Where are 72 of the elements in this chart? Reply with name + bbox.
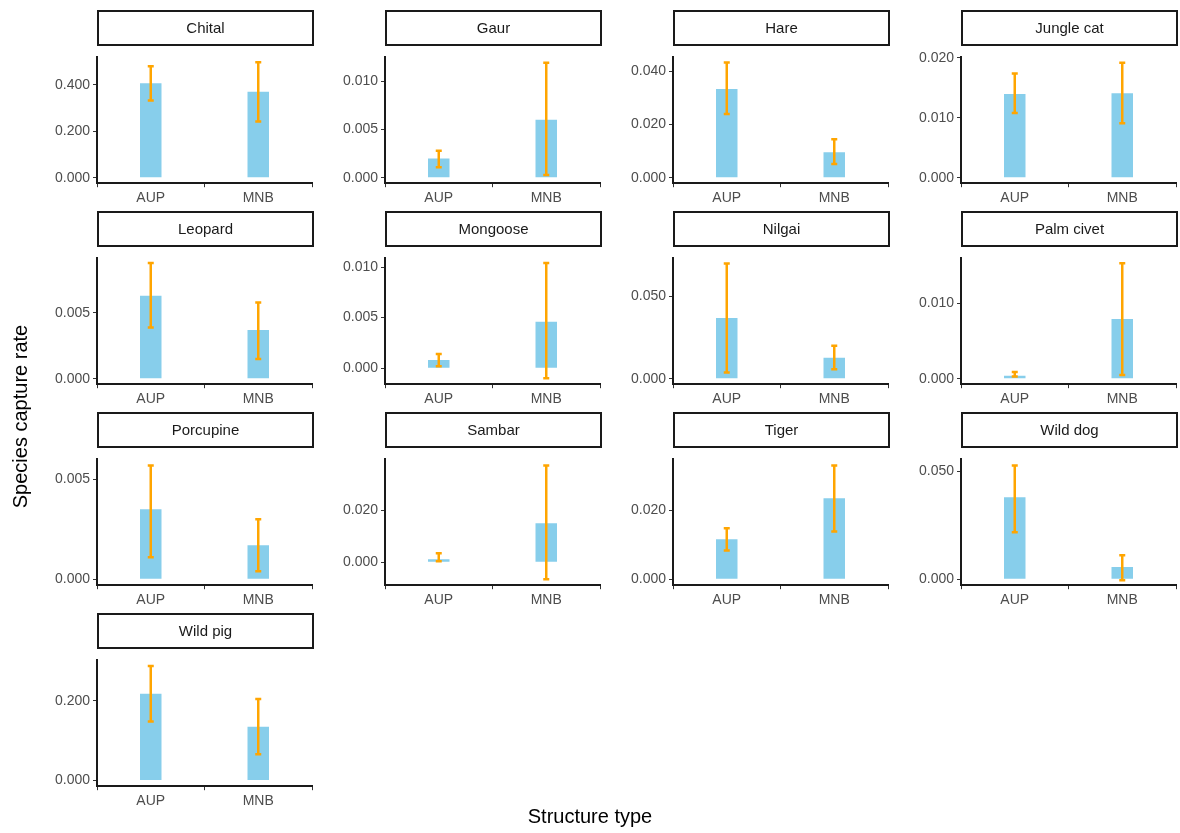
y-tick-label: 0.200 bbox=[54, 122, 91, 139]
y-tick-label: 0.020 bbox=[630, 115, 667, 132]
x-tick-label: MNB bbox=[242, 591, 274, 608]
chart-title: Wild pig bbox=[97, 613, 314, 649]
x-tick-label: AUP bbox=[712, 591, 742, 608]
x-tick-label: AUP bbox=[712, 390, 742, 407]
chart-title: Tiger bbox=[673, 412, 890, 448]
chart-title: Leopard bbox=[97, 211, 314, 247]
y-tick-label: 0.010 bbox=[918, 108, 955, 125]
chart-title: Sambar bbox=[385, 412, 602, 448]
y-tick-label: 0.000 bbox=[54, 570, 91, 587]
x-tick-label: AUP bbox=[136, 189, 166, 206]
y-tick-label: 0.005 bbox=[342, 120, 379, 137]
y-tick-label: 0.000 bbox=[54, 771, 91, 788]
x-tick-label: MNB bbox=[530, 390, 562, 407]
chart-title: Wild dog bbox=[961, 412, 1178, 448]
y-tick-label: 0.000 bbox=[54, 168, 91, 185]
y-tick-label: 0.000 bbox=[918, 570, 955, 587]
y-tick-label: 0.050 bbox=[918, 462, 955, 479]
y-tick-label: 0.005 bbox=[54, 470, 91, 487]
x-tick-label: MNB bbox=[242, 390, 274, 407]
x-tick-label: MNB bbox=[818, 591, 850, 608]
chart-title: Porcupine bbox=[97, 412, 314, 448]
x-tick-label: AUP bbox=[1000, 390, 1030, 407]
y-tick-label: 0.000 bbox=[918, 369, 955, 386]
chart-title: Hare bbox=[673, 10, 890, 46]
y-tick-label: 0.000 bbox=[342, 168, 379, 185]
x-tick-label: MNB bbox=[1106, 591, 1138, 608]
y-tick-label: 0.020 bbox=[630, 501, 667, 518]
chart-title: Nilgai bbox=[673, 211, 890, 247]
x-tick-label: AUP bbox=[424, 390, 454, 407]
x-tick-label: MNB bbox=[1106, 189, 1138, 206]
y-tick-label: 0.000 bbox=[342, 359, 379, 376]
x-tick-label: MNB bbox=[1106, 390, 1138, 407]
chart-title: Palm civet bbox=[961, 211, 1178, 247]
x-tick-label: AUP bbox=[136, 792, 166, 809]
x-tick-label: MNB bbox=[818, 390, 850, 407]
y-tick-label: 0.020 bbox=[342, 501, 379, 518]
x-tick-label: AUP bbox=[1000, 189, 1030, 206]
chart-title: Gaur bbox=[385, 10, 602, 46]
y-tick-label: 0.010 bbox=[342, 71, 379, 88]
y-tick-label: 0.020 bbox=[918, 48, 955, 65]
y-tick-label: 0.400 bbox=[54, 75, 91, 92]
x-tick-label: AUP bbox=[424, 591, 454, 608]
x-tick-label: AUP bbox=[1000, 591, 1030, 608]
y-tick-label: 0.200 bbox=[54, 691, 91, 708]
y-tick-label: 0.000 bbox=[918, 168, 955, 185]
y-tick-label: 0.010 bbox=[342, 257, 379, 274]
y-tick-label: 0.040 bbox=[630, 61, 667, 78]
y-tick-label: 0.050 bbox=[630, 287, 667, 304]
y-tick-label: 0.010 bbox=[918, 294, 955, 311]
y-tick-label: 0.005 bbox=[342, 308, 379, 325]
x-tick-label: MNB bbox=[242, 189, 274, 206]
x-axis-title: Structure type bbox=[527, 805, 653, 827]
y-axis-title: Species capture rate bbox=[8, 323, 32, 511]
x-tick-label: MNB bbox=[242, 792, 274, 809]
x-tick-label: MNB bbox=[530, 591, 562, 608]
chart-title: Jungle cat bbox=[961, 10, 1178, 46]
y-tick-label: 0.005 bbox=[54, 303, 91, 320]
x-tick-label: AUP bbox=[424, 189, 454, 206]
y-tick-label: 0.000 bbox=[54, 369, 91, 386]
y-tick-label: 0.000 bbox=[342, 553, 379, 570]
y-tick-label: 0.000 bbox=[630, 168, 667, 185]
y-tick-label: 0.000 bbox=[630, 369, 667, 386]
chart-title: Chital bbox=[97, 10, 314, 46]
x-tick-label: MNB bbox=[818, 189, 850, 206]
chart-title: Mongoose bbox=[385, 211, 602, 247]
y-tick-label: 0.000 bbox=[630, 570, 667, 587]
x-tick-label: AUP bbox=[136, 390, 166, 407]
x-tick-label: AUP bbox=[136, 591, 166, 608]
x-tick-label: AUP bbox=[712, 189, 742, 206]
x-tick-label: MNB bbox=[530, 189, 562, 206]
